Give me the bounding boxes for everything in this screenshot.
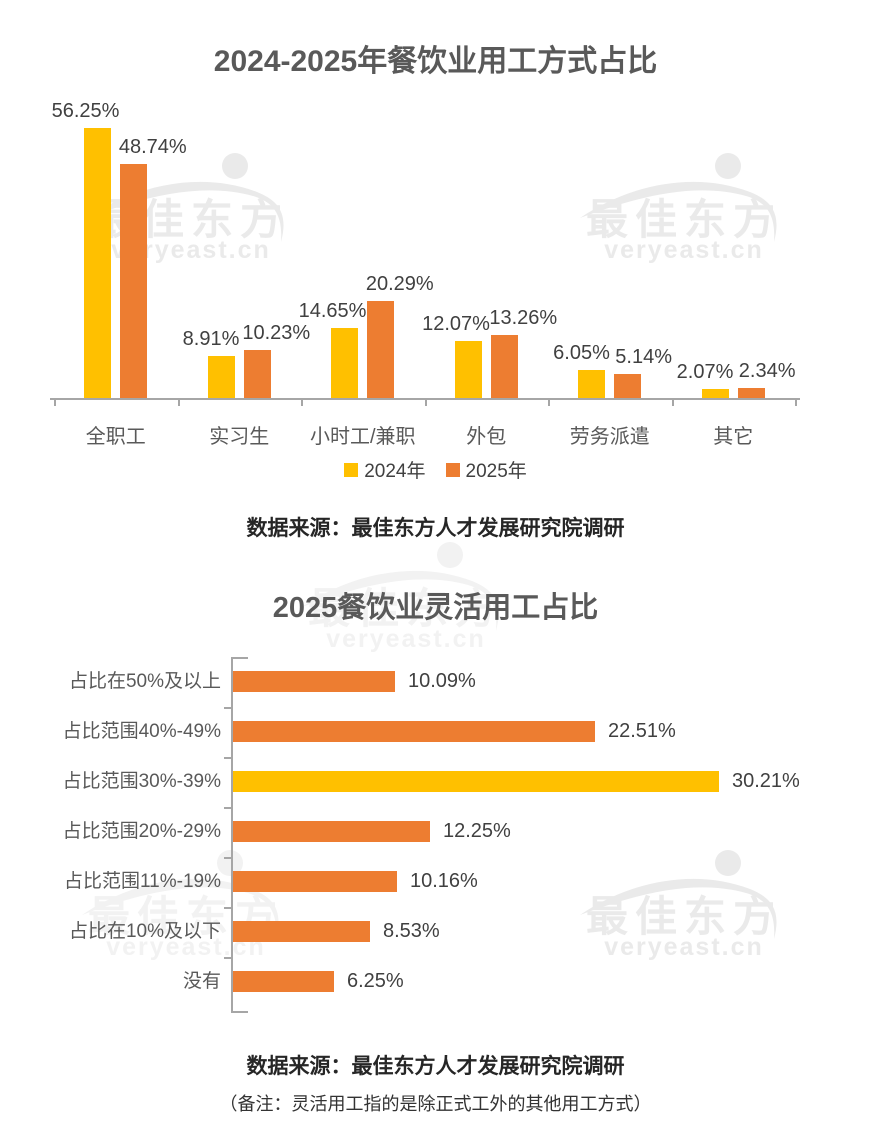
c1-axis-tick [671,400,674,406]
c2-bar-2 [233,721,595,742]
watermark-domain-text: veryeast.cn [326,625,486,653]
c1-value-label: 56.25% [51,100,120,122]
c1-axis-tick [795,400,797,406]
c1-value-label: 20.29% [365,273,434,295]
c2-row-5: 占比范围11%-19% 10.16% [64,870,833,892]
c1-value-label: 6.05% [553,342,610,364]
c1-bar-2025年-4: 13.26% [489,307,557,399]
c1-bar-group-1: 56.25% 48.74% [52,92,187,399]
c1-bar-group-6: 2.07% 2.34% [672,92,795,399]
c1-axis-tick [548,400,550,406]
c1-axis-tick [54,400,56,406]
c1-bar-group-2: 8.91% 10.23% [178,92,310,399]
c2-row-6: 占比在10%及以下 8.53% [69,920,833,942]
legend-swatch-2024 [344,462,359,477]
c1-category-label-2: 实习生 [209,426,270,448]
chart1-data-source: 数据来源：最佳东方人才发展研究院调研 [246,517,625,540]
chart2-plot-area: 占比在50%及以上 10.09% 占比范围40%-49% 22.51% 占比范围30%-… [63,657,833,1013]
c1-bar-2025年-3: 20.29% [366,273,434,399]
c1-value-label: 13.26% [489,307,558,329]
c2-value-label: 12.25% [443,820,511,842]
c2-value-label: 10.16% [410,870,478,892]
chart1-title: 2024-2025年餐饮业用工方式占比 [213,45,658,78]
c2-bar-1 [233,671,395,692]
c1-value-label: 14.65% [298,300,367,322]
c2-axis-cap-top [231,657,248,659]
c1-axis-tick [301,400,303,406]
c2-axis-tick [224,957,231,959]
c1-bar-2024年-5: 6.05% [553,342,610,399]
legend-item-2024: 2024年 [344,456,426,483]
c2-category-label-7: 没有 [182,971,221,992]
c1-bar-group-3: 14.65% 20.29% [299,92,434,399]
c2-bar-3 [233,771,719,792]
chart1-x-axis [50,398,800,406]
c1-bar-2024年-4: 12.07% [422,313,490,399]
c2-bar-7 [233,971,334,992]
c1-category-label-1: 全职工 [85,426,146,448]
c1-bar-2024年-2: 8.91% [183,328,239,399]
c1-bar-2024年-3: 14.65% [299,300,366,399]
c2-category-label-6: 占比在10%及以下 [68,921,221,942]
c2-bar-5 [233,871,397,892]
chart2-y-axis [231,657,233,1013]
c2-category-label-5: 占比范围11%-19% [64,871,221,892]
c2-row-1: 占比在50%及以上 10.09% [69,670,833,692]
c1-axis-tick [177,400,180,406]
c1-bar-2024年-1: 56.25% [52,100,119,399]
c2-category-label-4: 占比范围20%-29% [62,821,221,842]
c2-row-4: 占比范围20%-29% 12.25% [63,820,833,842]
c1-category-label-6: 其它 [713,426,754,448]
chart1-plot-area: 56.25% 48.74% 8.91% 10.23% 14.65% 20.29% 12.07… [52,92,795,399]
legend-label-2025: 2025年 [465,461,527,482]
c1-value-label: 2.34% [738,360,796,382]
c2-category-label-1: 占比在50%及以上 [68,671,221,692]
c2-axis-tick [224,857,231,859]
c1-value-label: 8.91% [182,328,240,350]
c2-bar-4 [233,821,430,842]
c2-value-label: 10.09% [408,670,476,692]
c1-category-label-5: 劳务派遣 [569,426,650,448]
c1-bar-group-4: 12.07% 13.26% [422,92,557,399]
c1-bar-2025年-5: 5.14% [614,346,672,399]
c1-value-label: 12.07% [422,313,490,335]
c2-category-label-2: 占比范围40%-49% [62,721,221,742]
c1-value-label: 48.74% [118,136,187,158]
c1-value-label: 2.07% [676,361,734,383]
c2-row-2: 占比范围40%-49% 22.51% [63,720,833,742]
c1-category-label-4: 外包 [466,426,507,448]
c2-axis-tick [224,807,231,809]
c1-value-label: 10.23% [242,322,311,344]
c2-bar-6 [233,921,370,942]
c1-bar-2024年-6: 2.07% [677,361,733,399]
chart2-note: （备注：灵活用工指的是除正式工外的其他用工方式） [219,1094,652,1114]
c1-bar-2025年-1: 48.74% [119,136,187,399]
c2-row-7: 没有 6.25% [183,970,833,992]
c2-category-label-3: 占比范围30%-39% [62,771,221,792]
chart1-category-axis-labels: 全职工 实习生 小时工/兼职 外包 劳务派遣 其它 [54,420,795,449]
legend-label-2024: 2024年 [364,461,426,482]
c2-axis-cap-bottom [231,1011,248,1013]
c1-bar-group-5: 6.05% 5.14% [548,92,672,399]
chart2-title: 2025餐饮业灵活用工占比 [272,592,599,624]
c2-axis-tick [224,707,231,709]
c2-axis-tick [224,907,231,909]
c1-axis-tick [424,400,427,406]
chart1-legend: 2024年 2025年 [0,456,871,483]
c2-value-label: 6.25% [347,970,404,992]
c2-axis-tick [224,757,231,759]
chart2-data-source: 数据来源：最佳东方人才发展研究院调研 [246,1055,625,1078]
legend-item-2025: 2025年 [445,456,527,483]
c1-bar-2025年-6: 2.34% [737,360,795,399]
c2-value-label: 30.21% [732,770,800,792]
c1-bar-2025年-2: 10.23% [242,322,310,399]
c2-row-3: 占比范围30%-39% 30.21% [63,770,833,792]
c1-category-label-3: 小时工/兼职 [309,426,416,448]
c2-value-label: 22.51% [608,720,676,742]
legend-swatch-2025 [445,462,460,477]
c2-value-label: 8.53% [383,920,440,942]
c1-value-label: 5.14% [615,346,672,368]
